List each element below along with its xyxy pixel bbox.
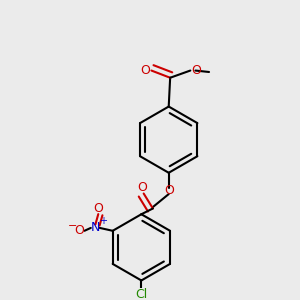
Text: O: O (140, 64, 150, 77)
Text: O: O (192, 64, 202, 77)
Text: N: N (91, 221, 100, 234)
Text: −: − (68, 220, 77, 231)
Text: O: O (137, 181, 147, 194)
Text: Cl: Cl (135, 288, 148, 300)
Text: +: + (100, 216, 107, 226)
Text: O: O (74, 224, 84, 237)
Text: O: O (164, 184, 174, 197)
Text: O: O (93, 202, 103, 215)
